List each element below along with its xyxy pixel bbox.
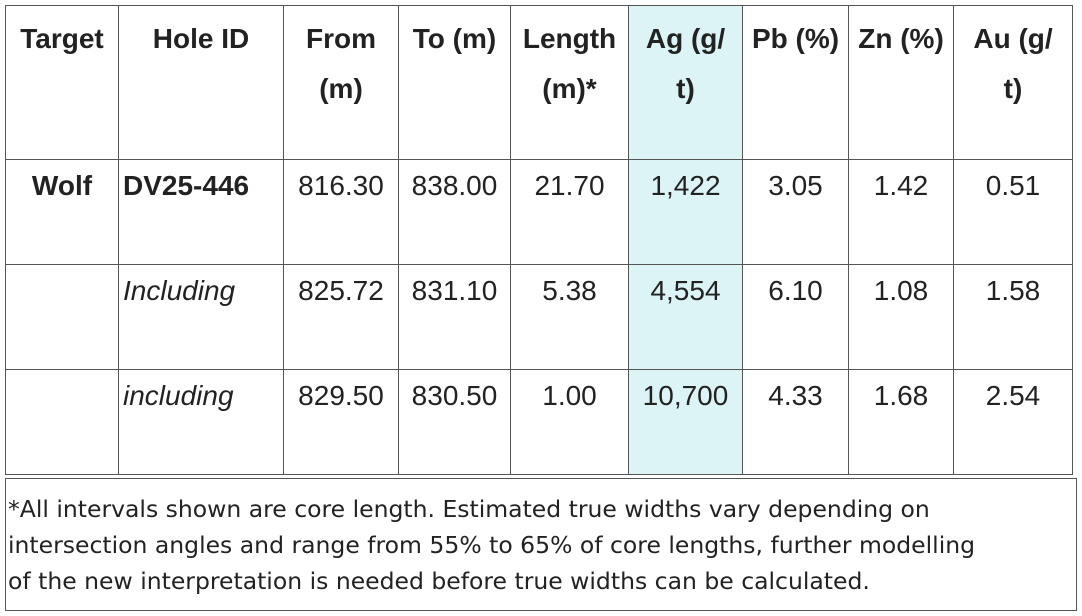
column-header: Target bbox=[5, 5, 119, 160]
column-header: Ag (g/t) bbox=[628, 5, 743, 160]
header-line: (m) bbox=[319, 73, 363, 104]
value-cell: 6.10 bbox=[742, 264, 849, 370]
hole-id-cell: DV25-446 bbox=[118, 159, 284, 265]
header-line: Target bbox=[20, 23, 104, 54]
header-line: Zn (%) bbox=[858, 23, 944, 54]
value-cell: 825.72 bbox=[283, 264, 399, 370]
header-line: From bbox=[306, 23, 376, 54]
column-header: To (m) bbox=[398, 5, 511, 160]
header-line: Au (g/ bbox=[973, 23, 1053, 54]
value-cell: 830.50 bbox=[398, 369, 511, 475]
header-line: t) bbox=[1003, 73, 1023, 104]
header-line: t) bbox=[676, 73, 695, 104]
header-line: Pb (%) bbox=[751, 23, 840, 54]
footnote-line: of the new interpretation is needed befo… bbox=[8, 567, 870, 595]
value-cell: 3.05 bbox=[742, 159, 849, 265]
value-cell: 838.00 bbox=[398, 159, 511, 265]
value-cell: 1.42 bbox=[848, 159, 954, 265]
value-cell: 1.58 bbox=[953, 264, 1073, 370]
column-header: Pb (%) bbox=[742, 5, 849, 160]
value-cell: 2.54 bbox=[953, 369, 1073, 475]
value-cell: 4,554 bbox=[628, 264, 743, 370]
header-line: Ag (g/ bbox=[645, 23, 726, 54]
value-cell: 831.10 bbox=[398, 264, 511, 370]
column-header: Au (g/t) bbox=[953, 5, 1073, 160]
value-cell: 1.68 bbox=[848, 369, 954, 475]
table-body: Wolf DV25-446 816.30 838.00 21.70 1,422 3.05 1.… bbox=[5, 159, 1073, 475]
table-row: Including 825.72 831.10 5.38 4,554 6.10 1.08 1.… bbox=[5, 264, 1073, 370]
value-cell: 4.33 bbox=[742, 369, 849, 475]
header-line: (m)* bbox=[542, 73, 597, 104]
target-cell bbox=[5, 369, 119, 475]
hole-id-cell: including bbox=[118, 369, 284, 475]
table-row: including 829.50 830.50 1.00 10,700 4.33 1.68 2… bbox=[5, 369, 1073, 475]
table-row: Wolf DV25-446 816.30 838.00 21.70 1,422 3.05 1.… bbox=[5, 159, 1073, 265]
value-cell: 1.08 bbox=[848, 264, 954, 370]
target-cell bbox=[5, 264, 119, 370]
column-header: Zn (%) bbox=[848, 5, 954, 160]
footnote-line: *All intervals shown are core length. Es… bbox=[8, 495, 930, 523]
value-cell: 21.70 bbox=[510, 159, 629, 265]
header-line: Hole ID bbox=[152, 23, 250, 54]
value-cell: 0.51 bbox=[953, 159, 1073, 265]
value-cell: 829.50 bbox=[283, 369, 399, 475]
value-cell: 10,700 bbox=[628, 369, 743, 475]
results-table: Target Hole ID From (m) To (m) Length (m)* Ag (… bbox=[5, 5, 1073, 475]
column-header: Length (m)* bbox=[510, 5, 629, 160]
value-cell: 5.38 bbox=[510, 264, 629, 370]
column-header: Hole ID bbox=[118, 5, 284, 160]
target-cell: Wolf bbox=[5, 159, 119, 265]
header-line: Length bbox=[522, 23, 617, 54]
header-row: Target Hole ID From (m) To (m) Length (m)* Ag (… bbox=[5, 5, 1073, 160]
footnote: *All intervals shown are core length. Es… bbox=[5, 478, 1077, 611]
value-cell: 1.00 bbox=[510, 369, 629, 475]
column-header: From (m) bbox=[283, 5, 399, 160]
hole-id-cell: Including bbox=[118, 264, 284, 370]
footnote-line: intersection angles and range from 55% t… bbox=[8, 531, 976, 559]
value-cell: 816.30 bbox=[283, 159, 399, 265]
header-line: To (m) bbox=[412, 23, 497, 54]
value-cell: 1,422 bbox=[628, 159, 743, 265]
